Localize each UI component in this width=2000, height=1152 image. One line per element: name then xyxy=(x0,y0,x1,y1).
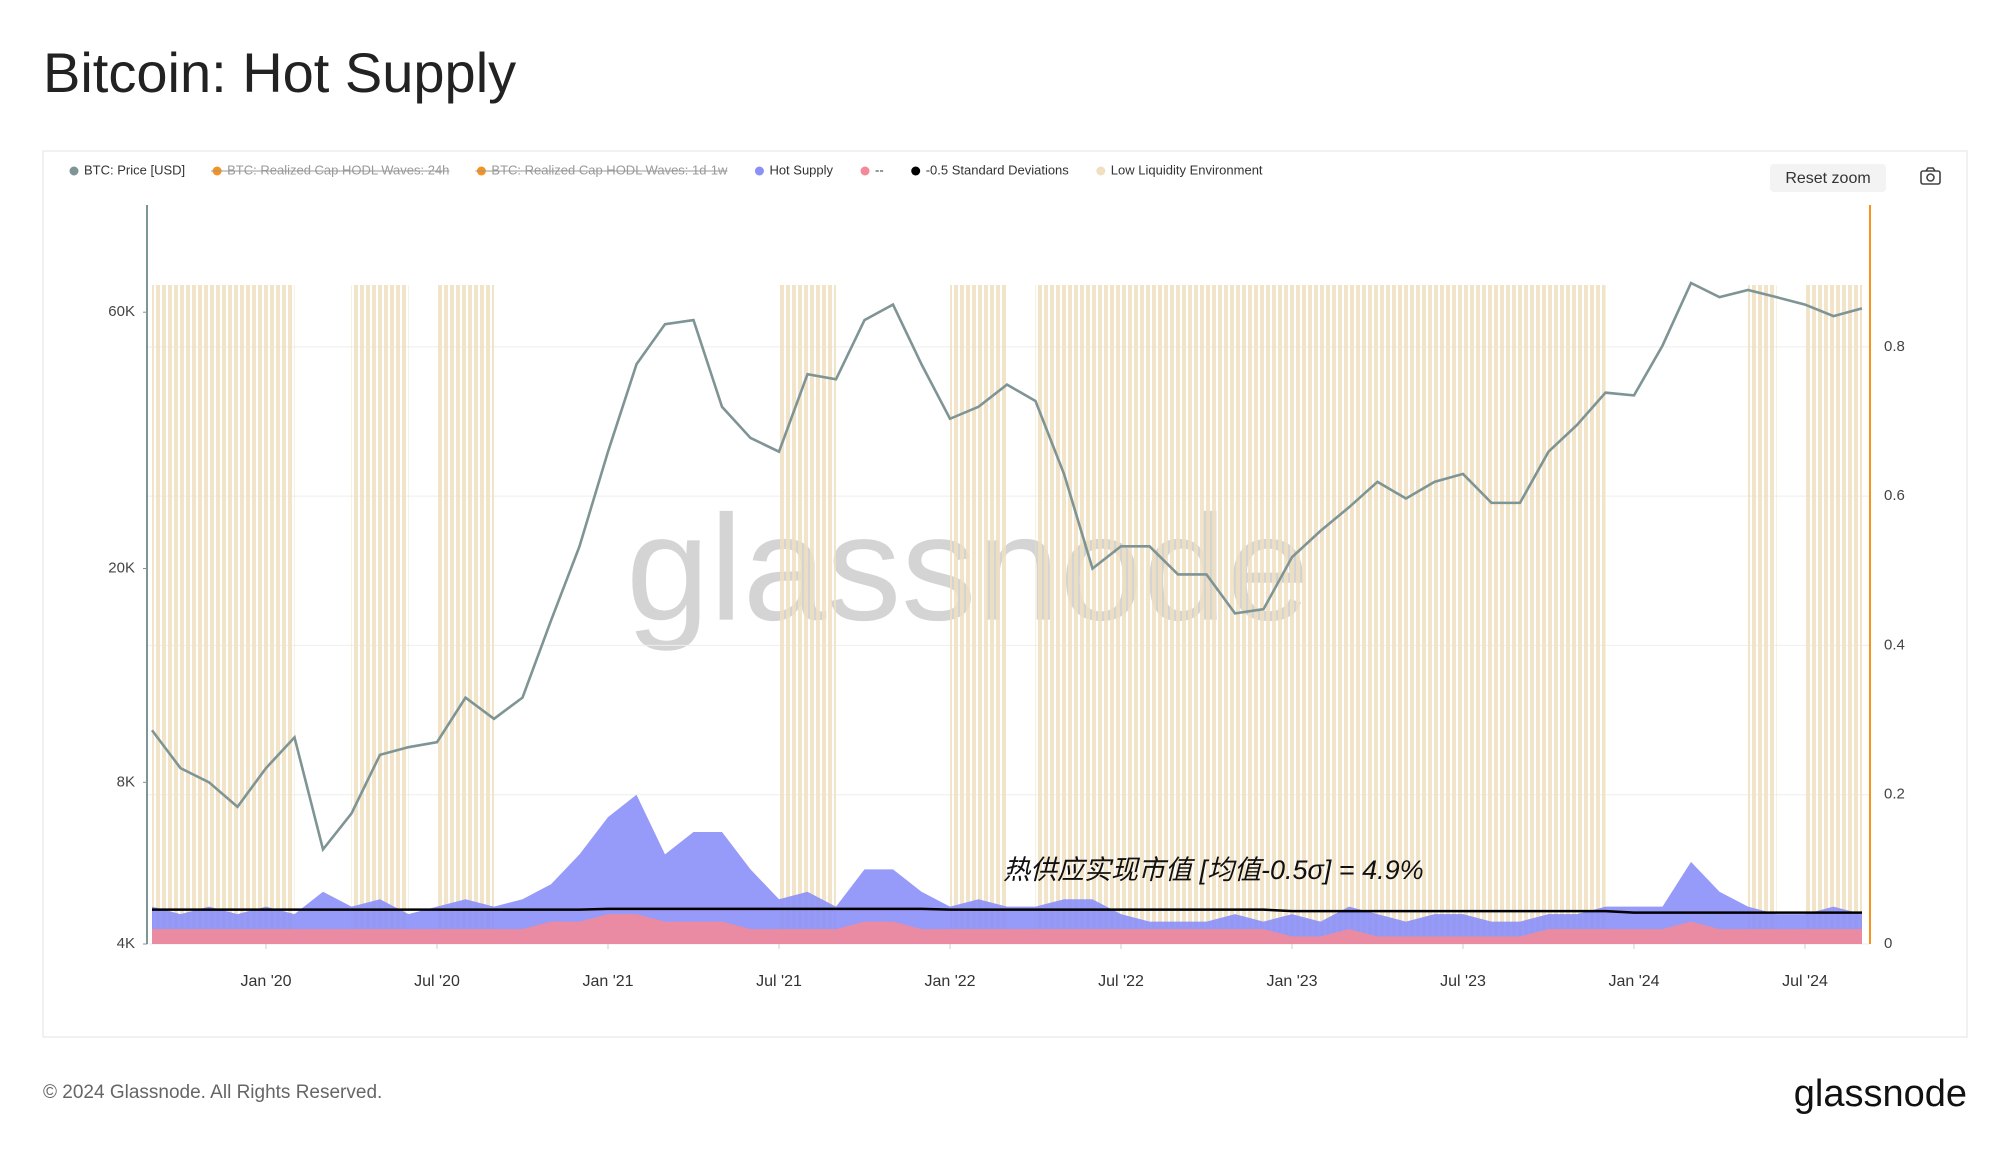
low-liquidity-band xyxy=(437,285,494,944)
reset-zoom-label[interactable]: Reset zoom xyxy=(1785,170,1870,187)
low-liquidity-band xyxy=(1805,285,1834,944)
x-tick-label: Jul '21 xyxy=(756,973,802,990)
page-title: Bitcoin: Hot Supply xyxy=(43,41,516,104)
legend-label: Low Liquidity Environment xyxy=(1111,162,1263,177)
y2-tick-label: 0.4 xyxy=(1884,636,1905,653)
legend-marker xyxy=(911,166,921,176)
legend-marker xyxy=(754,166,764,176)
low-liquidity-band xyxy=(1035,285,1606,944)
x-tick-label: Jan '22 xyxy=(924,973,975,990)
y-tick-label: 60K xyxy=(108,303,135,320)
reset-zoom-button[interactable] xyxy=(1770,164,1886,192)
x-tick-label: Jan '24 xyxy=(1608,973,1659,990)
legend-marker xyxy=(1096,166,1106,176)
y2-tick-label: 0.8 xyxy=(1884,338,1905,355)
camera-icon[interactable] xyxy=(1920,167,1941,185)
low-liquidity-band xyxy=(152,285,295,944)
legend-marker xyxy=(860,166,870,176)
x-tick-label: Jan '21 xyxy=(582,973,633,990)
line-series xyxy=(150,281,1863,853)
annotation: 热供应实现市值 [均值-0.5σ] = 4.9% xyxy=(1003,855,1424,885)
logo: glassnode xyxy=(1794,1073,1967,1115)
area-series xyxy=(152,914,1862,944)
area-series xyxy=(152,794,1862,944)
low-liquidity-band xyxy=(950,285,1007,944)
low-liquidity-band xyxy=(779,285,836,944)
low-liquidity-band xyxy=(1833,285,1862,944)
y2-tick-label: 0.2 xyxy=(1884,786,1905,803)
x-tick-label: Jan '20 xyxy=(240,973,291,990)
y2-tick-label: 0.6 xyxy=(1884,487,1905,504)
copyright: © 2024 Glassnode. All Rights Reserved. xyxy=(43,1082,382,1103)
legend-label: Hot Supply xyxy=(769,162,833,177)
x-tick-label: Jul '20 xyxy=(414,973,460,990)
y-tick-label: 20K xyxy=(108,559,135,576)
x-tick-label: Jul '22 xyxy=(1098,973,1144,990)
y-tick-label: 4K xyxy=(117,935,135,952)
x-tick-label: Jan '23 xyxy=(1266,973,1317,990)
legend-label: BTC: Realized Cap HODL Waves: 24h xyxy=(227,162,449,177)
x-tick-label: Jul '23 xyxy=(1440,973,1486,990)
y2-tick-label: 0 xyxy=(1884,935,1892,952)
low-liquidity-band xyxy=(351,285,409,944)
legend-label: BTC: Price [USD] xyxy=(84,162,185,177)
low-liquidity-band xyxy=(1748,285,1777,944)
legend-label: -0.5 Standard Deviations xyxy=(926,162,1070,177)
legend-marker xyxy=(69,166,79,176)
x-tick-label: Jul '24 xyxy=(1782,973,1828,990)
legend-label: BTC: Realized Cap HODL Waves: 1d-1w xyxy=(491,162,728,177)
y-tick-label: 8K xyxy=(117,773,135,790)
line-series xyxy=(152,907,1862,914)
legend-label: -- xyxy=(875,162,884,177)
